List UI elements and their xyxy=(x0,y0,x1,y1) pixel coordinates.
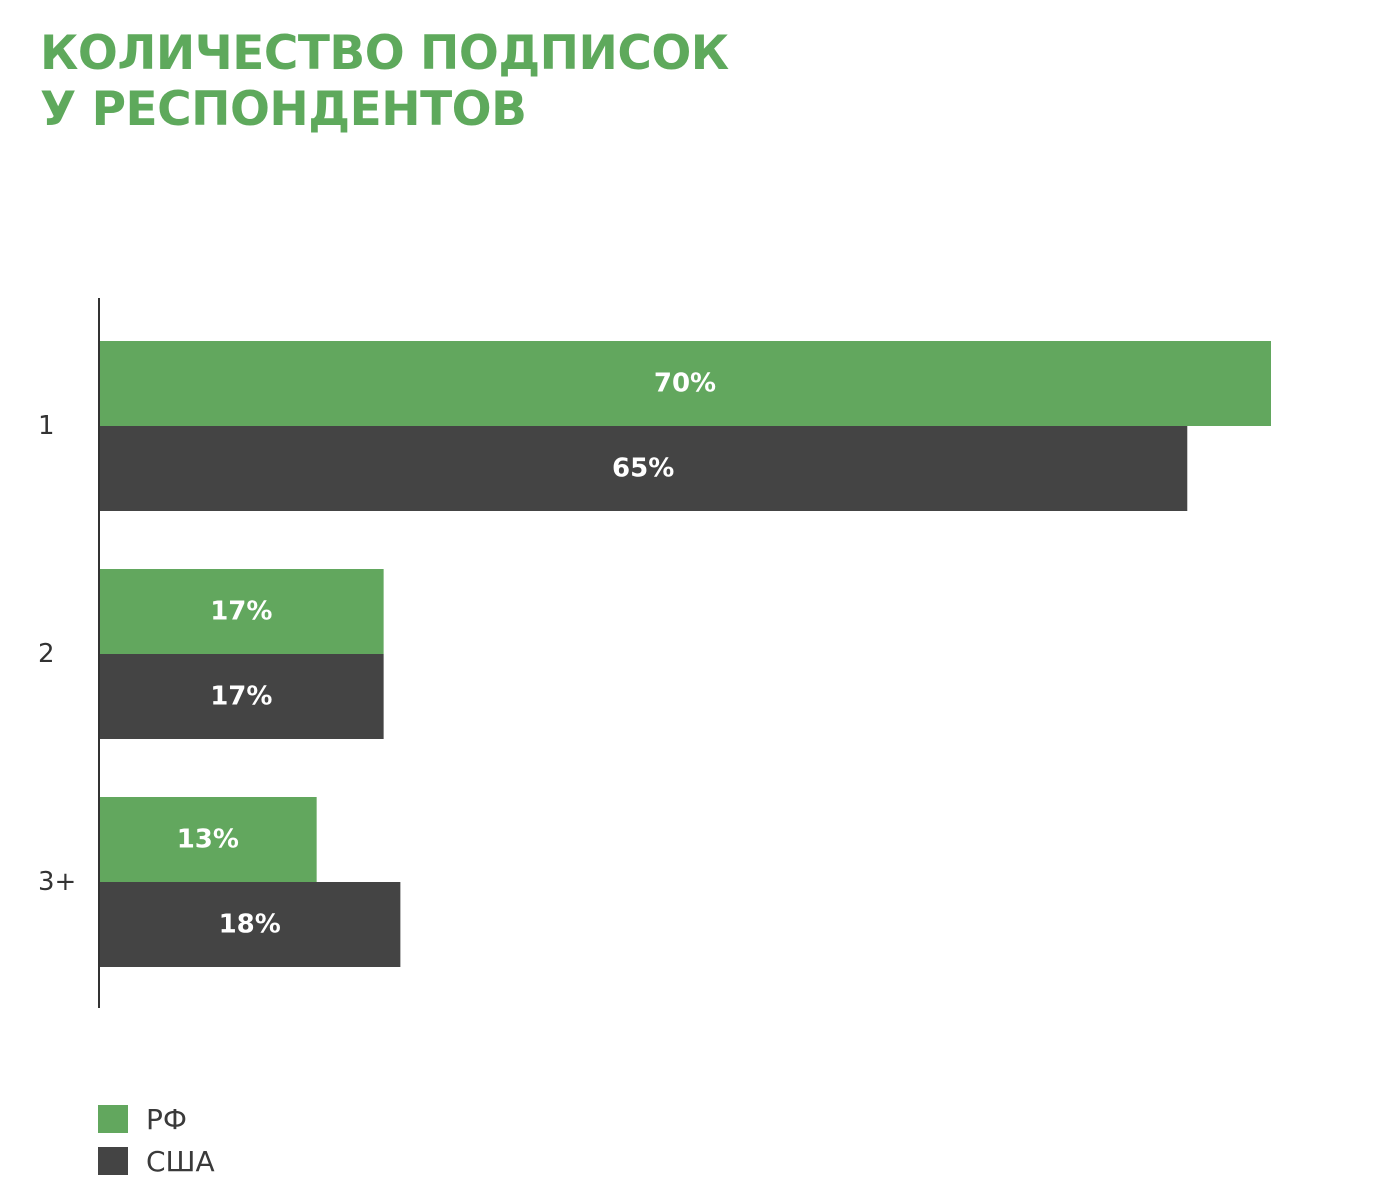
legend-item-rf: РФ xyxy=(98,1098,215,1140)
legend-label-rf: РФ xyxy=(146,1102,187,1136)
chart-title-line-2: у респондентов xyxy=(40,82,527,137)
bars-layer: 70% 65% 17% 17% 13% 18% xyxy=(99,341,1271,967)
data-label-usa-cat-2: 17% xyxy=(210,682,272,712)
bar-rf-cat-1 xyxy=(99,341,1271,426)
bar-usa-cat-3 xyxy=(99,882,401,967)
data-label-rf-cat-3: 13% xyxy=(177,825,239,855)
category-label-3: 3+ xyxy=(38,867,76,897)
bar-rf-cat-3 xyxy=(99,797,317,882)
legend-item-usa: США xyxy=(98,1140,215,1182)
bar-usa-cat-2 xyxy=(99,654,384,739)
bar-rf-cat-2 xyxy=(99,569,384,654)
legend: РФ США xyxy=(98,1098,215,1182)
chart-title: Количество подписок у респондентов xyxy=(40,26,729,138)
data-label-usa-cat-1: 65% xyxy=(612,454,674,484)
data-label-usa-cat-3: 18% xyxy=(219,910,281,940)
data-label-rf-cat-1: 70% xyxy=(654,369,716,399)
chart-title-line-1: Количество подписок xyxy=(40,26,729,81)
bar-chart: 70% 65% 17% 17% 13% 18% 1 2 3+ xyxy=(38,298,1271,1008)
bar-usa-cat-1 xyxy=(99,426,1188,511)
category-label-1: 1 xyxy=(38,411,55,441)
legend-swatch-usa xyxy=(98,1147,128,1175)
category-labels-layer: 1 2 3+ xyxy=(38,411,76,897)
category-label-2: 2 xyxy=(38,639,55,669)
data-label-rf-cat-2: 17% xyxy=(210,597,272,627)
legend-label-usa: США xyxy=(146,1144,215,1178)
legend-swatch-rf xyxy=(98,1105,128,1133)
